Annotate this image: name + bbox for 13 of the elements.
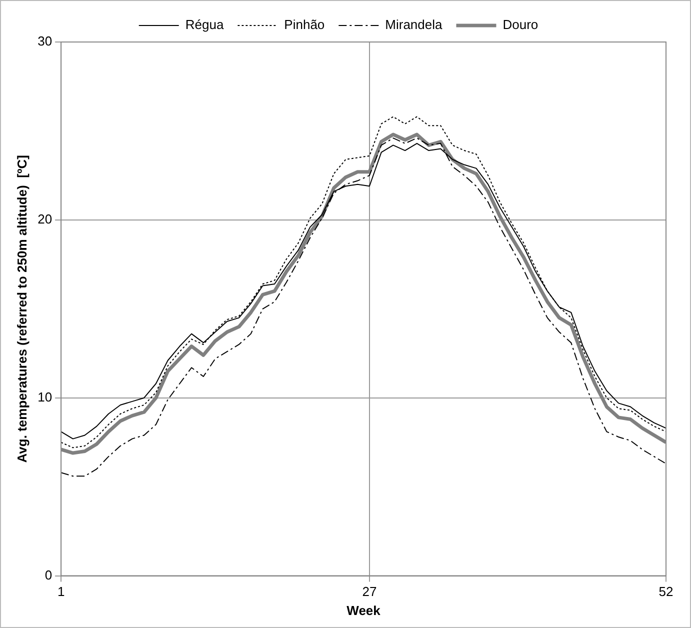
y-tick-label: 20 <box>38 212 52 227</box>
legend-label: Régua <box>185 17 224 32</box>
y-tick-label: 0 <box>44 567 52 582</box>
legend-label: Douro <box>502 17 538 32</box>
y-tick-label: 30 <box>38 34 52 49</box>
y-axis-title: Avg. temperatures (referred to 250m altitude) [ºC] <box>14 155 30 463</box>
x-tick-label: 52 <box>658 584 674 600</box>
y-tick-label: 10 <box>38 389 52 404</box>
x-axis-title: Week <box>346 602 382 618</box>
legend-label: Pinhão <box>284 17 325 32</box>
legend-label: Mirandela <box>385 17 443 32</box>
x-tick-label: 27 <box>362 584 377 600</box>
x-tick-label: 1 <box>57 584 65 600</box>
